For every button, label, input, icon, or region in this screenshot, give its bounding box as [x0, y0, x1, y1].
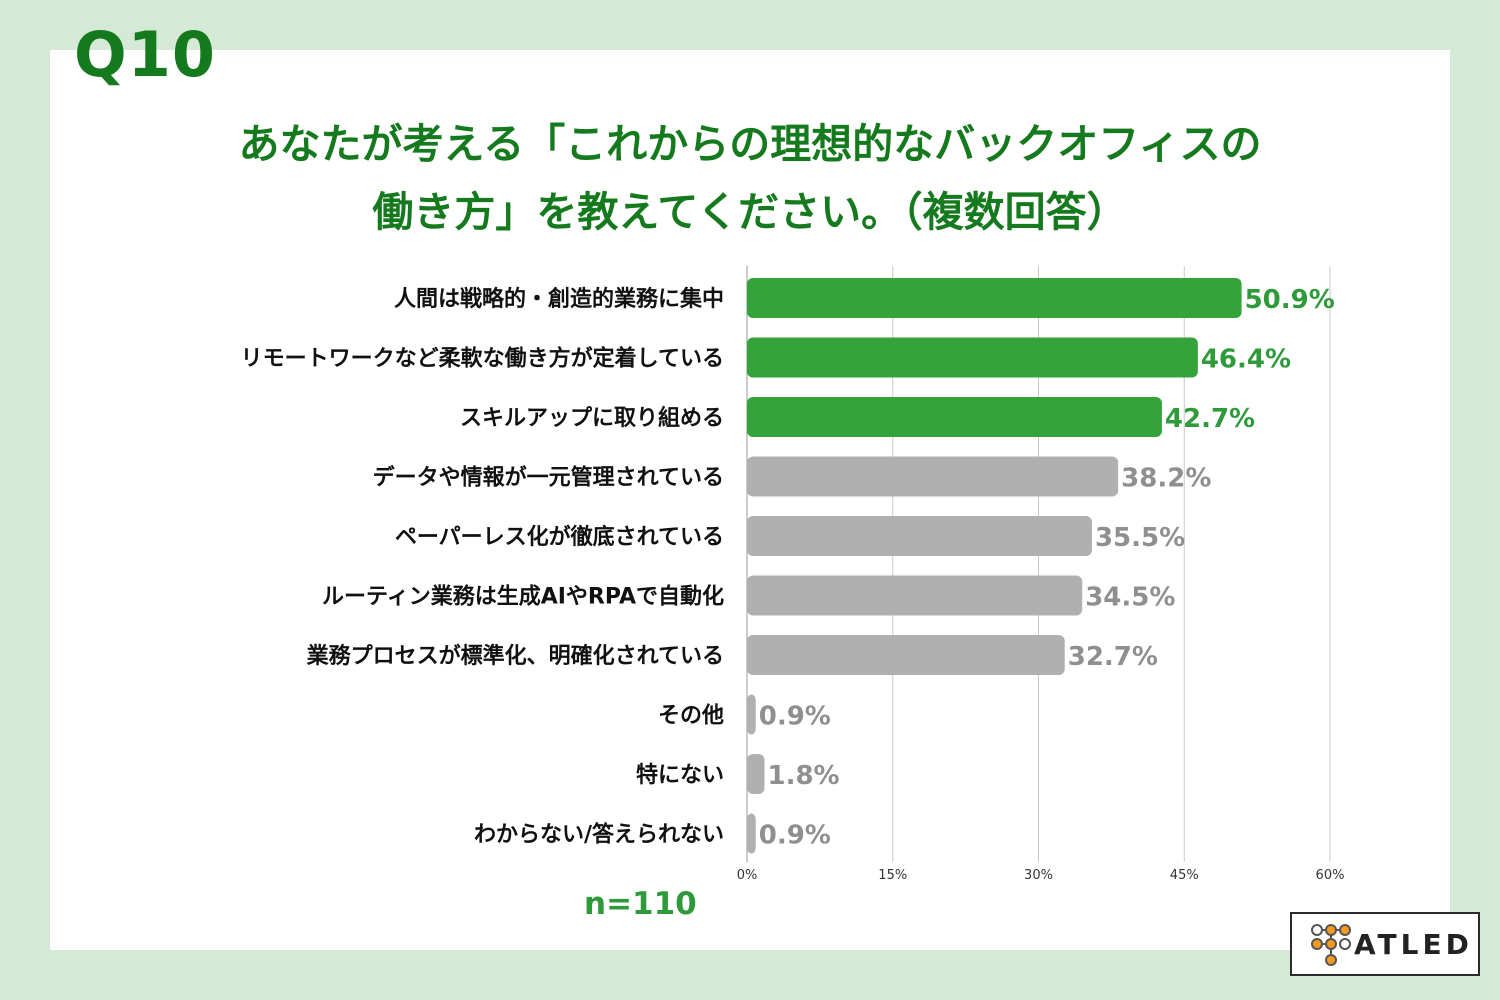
question-number: Q10 [74, 18, 216, 91]
value-label: 0.9% [759, 821, 831, 851]
value-label: 32.7% [1068, 642, 1158, 672]
category-label: データや情報が一元管理されている [373, 465, 724, 491]
x-tick-label: 30% [1024, 868, 1053, 883]
value-labels: 50.9% 46.4% 42.7% 38.2% 35.5% 34.5% 32.7% 0.9% 1… [759, 285, 1335, 851]
bar [747, 516, 1092, 556]
bar [747, 575, 1083, 616]
x-tick-label: 60% [1316, 868, 1345, 883]
category-label: ルーティン業務は生成AIやRPAで自動化 [322, 584, 724, 610]
x-axis-ticks: 0% 15% 30% 45% 60% [737, 868, 1345, 883]
logo-text: ATLED [1354, 928, 1473, 961]
bar [747, 278, 1242, 318]
category-label: スキルアップに取り組める [460, 405, 724, 431]
value-label: 42.7% [1165, 404, 1255, 434]
value-label: 0.9% [759, 702, 831, 732]
category-label: その他 [658, 704, 724, 729]
x-tick-label: 45% [1170, 868, 1199, 883]
x-tick-label: 0% [737, 868, 758, 883]
value-label: 34.5% [1085, 583, 1175, 613]
value-label: 50.9% [1245, 285, 1335, 315]
category-label: 特にない [636, 762, 724, 788]
atled-logo: ATLED [1290, 912, 1480, 976]
value-label: 46.4% [1201, 345, 1291, 375]
bar [747, 397, 1162, 437]
category-labels: 人間は戦略的・創造的業務に集中リモートワークなど柔軟な働き方が定着しているスキル… [241, 286, 724, 848]
logo-mark-icon [1311, 924, 1351, 966]
sample-size: n=110 [584, 886, 697, 922]
bar [747, 754, 765, 794]
bar [747, 694, 756, 735]
x-tick-label: 15% [878, 868, 907, 883]
value-label: 38.2% [1121, 464, 1211, 494]
category-label: 人間は戦略的・創造的業務に集中 [394, 286, 724, 312]
title-line-2: 働き方」を教えてください。（複数回答） [372, 188, 1128, 236]
chart-panel [50, 50, 1450, 950]
chart-title: あなたが考える「これからの理想的なバックオフィスの 働き方」を教えてください。（… [0, 110, 1500, 246]
value-label: 1.8% [767, 761, 839, 791]
bar [747, 337, 1198, 378]
bar [747, 456, 1119, 497]
category-label: わからない/答えられない [474, 822, 724, 848]
category-label: ペーパーレス化が徹底されている [395, 524, 724, 550]
category-label: リモートワークなど柔軟な働き方が定着している [241, 346, 724, 372]
title-line-1: あなたが考える「これからの理想的なバックオフィスの [238, 120, 1262, 168]
category-label: 業務プロセスが標準化、明確化されている [307, 643, 724, 669]
value-label: 35.5% [1095, 523, 1185, 553]
bar [747, 813, 756, 854]
bars [747, 278, 1242, 854]
bar [747, 635, 1065, 675]
